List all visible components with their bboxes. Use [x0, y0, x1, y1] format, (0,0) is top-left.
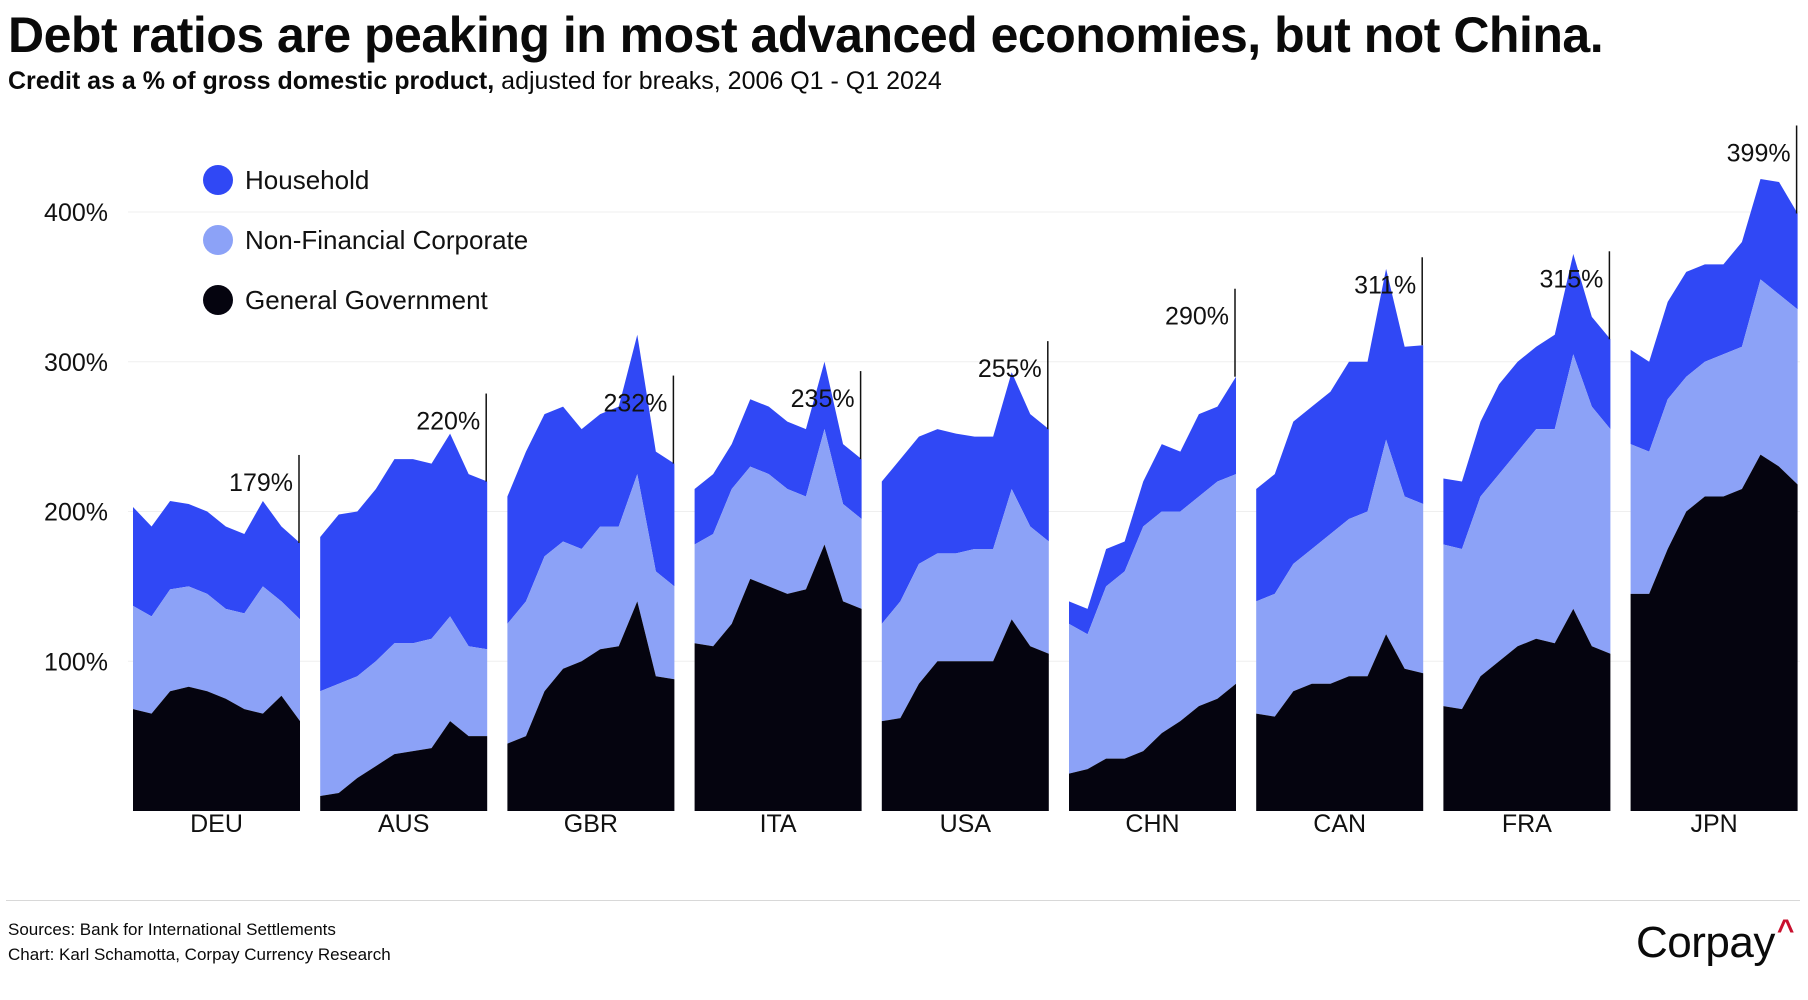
- latest-value-label: 232%: [603, 390, 667, 418]
- x-category-label: FRA: [1502, 810, 1552, 838]
- chart-credit-text: Chart: Karl Schamotta, Corpay Currency R…: [8, 945, 391, 964]
- x-category-label: JPN: [1690, 810, 1737, 838]
- chart-subtitle: Credit as a % of gross domestic product,…: [8, 67, 942, 96]
- area-household-ita: [694, 361, 862, 545]
- legend-label-corporate: Non-Financial Corporate: [245, 225, 528, 255]
- area-government-can: [1256, 634, 1424, 811]
- y-tick-label: 300%: [44, 349, 108, 377]
- area-government-jpn: [1630, 454, 1798, 811]
- area-government-gbr: [507, 601, 675, 811]
- area-corporate-deu: [133, 586, 300, 722]
- corpay-logo: Corpay^: [1636, 914, 1794, 968]
- legend-swatch-government: [203, 285, 233, 315]
- x-category-label: USA: [940, 810, 992, 838]
- area-government-deu: [133, 686, 300, 811]
- area-household-chn: [1069, 376, 1236, 635]
- area-corporate-jpn: [1630, 279, 1798, 594]
- area-corporate-chn: [1069, 474, 1236, 774]
- stacked-area-chart: 100% 200% 300% 400% Household Non-Financial C…: [44, 125, 1800, 838]
- area-household-gbr: [507, 334, 675, 624]
- area-corporate-can: [1256, 439, 1424, 717]
- area-household-usa: [881, 372, 1049, 624]
- x-category-label: ITA: [760, 810, 797, 838]
- sources-text: Sources: Bank for International Settleme…: [8, 920, 336, 939]
- y-tick-label: 400%: [44, 199, 108, 227]
- x-category-label: CHN: [1125, 810, 1179, 838]
- area-corporate-ita: [694, 429, 862, 647]
- area-government-ita: [694, 544, 862, 811]
- x-category-label: GBR: [564, 810, 618, 838]
- latest-value-label: 235%: [791, 385, 855, 413]
- legend-label-government: General Government: [245, 285, 489, 315]
- latest-value-label: 399%: [1727, 139, 1791, 167]
- chart-title: Debt ratios are peaking in most advanced…: [8, 7, 1604, 63]
- area-corporate-gbr: [507, 474, 675, 744]
- area-government-usa: [881, 619, 1049, 811]
- latest-value-label: 255%: [978, 355, 1042, 383]
- legend-swatch-corporate: [203, 225, 233, 255]
- latest-value-label: 311%: [1354, 271, 1416, 299]
- area-government-aus: [320, 721, 488, 811]
- latest-value-label: 220%: [416, 408, 480, 436]
- logo-text: Corpay: [1636, 918, 1775, 967]
- area-household-can: [1256, 268, 1424, 602]
- x-category-label: DEU: [190, 810, 243, 838]
- area-government-chn: [1069, 683, 1236, 811]
- footer-divider: [6, 900, 1800, 901]
- area-household-fra: [1443, 253, 1611, 549]
- area-household-jpn: [1630, 179, 1798, 452]
- area-household-deu: [133, 501, 300, 620]
- subtitle-rest: adjusted for breaks, 2006 Q1 - Q1 2024: [494, 67, 942, 95]
- legend-swatch-household: [203, 165, 233, 195]
- latest-value-label: 315%: [1539, 265, 1603, 293]
- x-category-label: AUS: [378, 810, 429, 838]
- subtitle-bold: Credit as a % of gross domestic product,: [8, 67, 495, 95]
- area-household-aus: [320, 433, 488, 692]
- latest-value-label: 179%: [229, 469, 293, 497]
- area-corporate-usa: [881, 489, 1049, 722]
- y-tick-label: 100%: [44, 648, 108, 676]
- area-corporate-aus: [320, 616, 488, 797]
- y-tick-label: 200%: [44, 499, 108, 527]
- logo-caret-icon: ^: [1776, 914, 1795, 947]
- area-corporate-fra: [1443, 354, 1611, 710]
- area-government-fra: [1443, 608, 1611, 811]
- x-category-label: CAN: [1313, 810, 1366, 838]
- legend-label-household: Household: [245, 165, 369, 195]
- latest-value-label: 290%: [1165, 303, 1229, 331]
